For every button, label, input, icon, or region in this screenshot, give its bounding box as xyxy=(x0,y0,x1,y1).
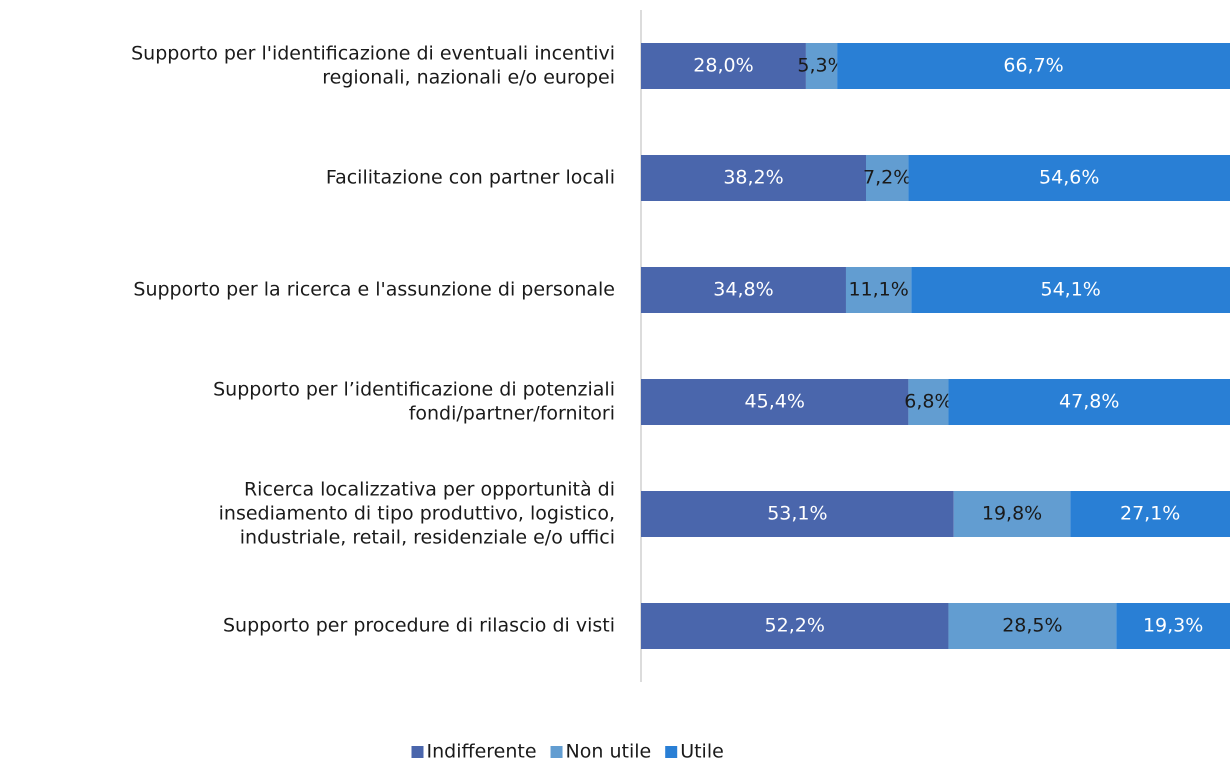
bar-segment xyxy=(641,379,909,425)
bar-segment xyxy=(837,43,1230,89)
value-label: 19,3% xyxy=(1143,615,1203,637)
category-label: fondi/partner/fornitori xyxy=(409,403,615,425)
bar-segment xyxy=(911,267,1230,313)
bar-segment xyxy=(641,267,846,313)
value-label: 6,8% xyxy=(904,391,952,413)
category-label: Supporto per la ricerca e l'assunzione d… xyxy=(133,279,615,301)
value-label: 7,2% xyxy=(863,167,911,189)
bar-segment xyxy=(953,491,1071,537)
value-label: 52,2% xyxy=(765,615,825,637)
bar-segment xyxy=(1116,603,1230,649)
legend-label: Non utile xyxy=(566,741,652,763)
value-label: 66,7% xyxy=(1003,55,1063,77)
category-label: insediamento di tipo produttivo, logisti… xyxy=(219,503,615,525)
value-label: 53,1% xyxy=(767,503,827,525)
value-label: 47,8% xyxy=(1059,391,1119,413)
value-label: 28,0% xyxy=(693,55,753,77)
bar-segment xyxy=(845,267,912,313)
value-label: 11,1% xyxy=(848,279,908,301)
bar-segment xyxy=(641,491,954,537)
bar-segment xyxy=(805,43,838,89)
category-label: Supporto per l'identificazione di eventu… xyxy=(131,43,615,65)
bar-segment xyxy=(948,603,1117,649)
category-label: industriale, retail, residenziale e/o uf… xyxy=(240,527,615,549)
category-label: Ricerca localizzativa per opportunità di xyxy=(244,479,615,501)
legend-label: Indifferente xyxy=(427,741,537,763)
legend-swatch xyxy=(665,746,678,758)
value-label: 34,8% xyxy=(713,279,773,301)
value-label: 45,4% xyxy=(745,391,805,413)
bar-segment xyxy=(865,155,909,201)
category-label: Supporto per procedure di rilascio di vi… xyxy=(223,615,615,637)
bar-segment xyxy=(1070,491,1230,537)
category-label: Facilitazione con partner locali xyxy=(326,167,615,189)
bar-segment xyxy=(948,379,1230,425)
bar-segment xyxy=(908,379,949,425)
value-label: 19,8% xyxy=(982,503,1042,525)
legend-swatch xyxy=(411,746,424,758)
category-label: regionali, nazionali e/o europei xyxy=(322,67,615,89)
bar-segment xyxy=(641,43,806,89)
value-label: 54,1% xyxy=(1040,279,1100,301)
legend-swatch xyxy=(550,746,563,758)
category-label: Supporto per l’identificazione di potenz… xyxy=(213,379,615,401)
value-label: 54,6% xyxy=(1039,167,1099,189)
bar-segment xyxy=(908,155,1230,201)
bar-segment xyxy=(641,155,866,201)
value-label: 28,5% xyxy=(1002,615,1062,637)
value-label: 38,2% xyxy=(723,167,783,189)
bar-segment xyxy=(641,603,949,649)
value-label: 27,1% xyxy=(1120,503,1180,525)
value-label: 5,3% xyxy=(797,55,845,77)
legend-label: Utile xyxy=(680,741,724,763)
